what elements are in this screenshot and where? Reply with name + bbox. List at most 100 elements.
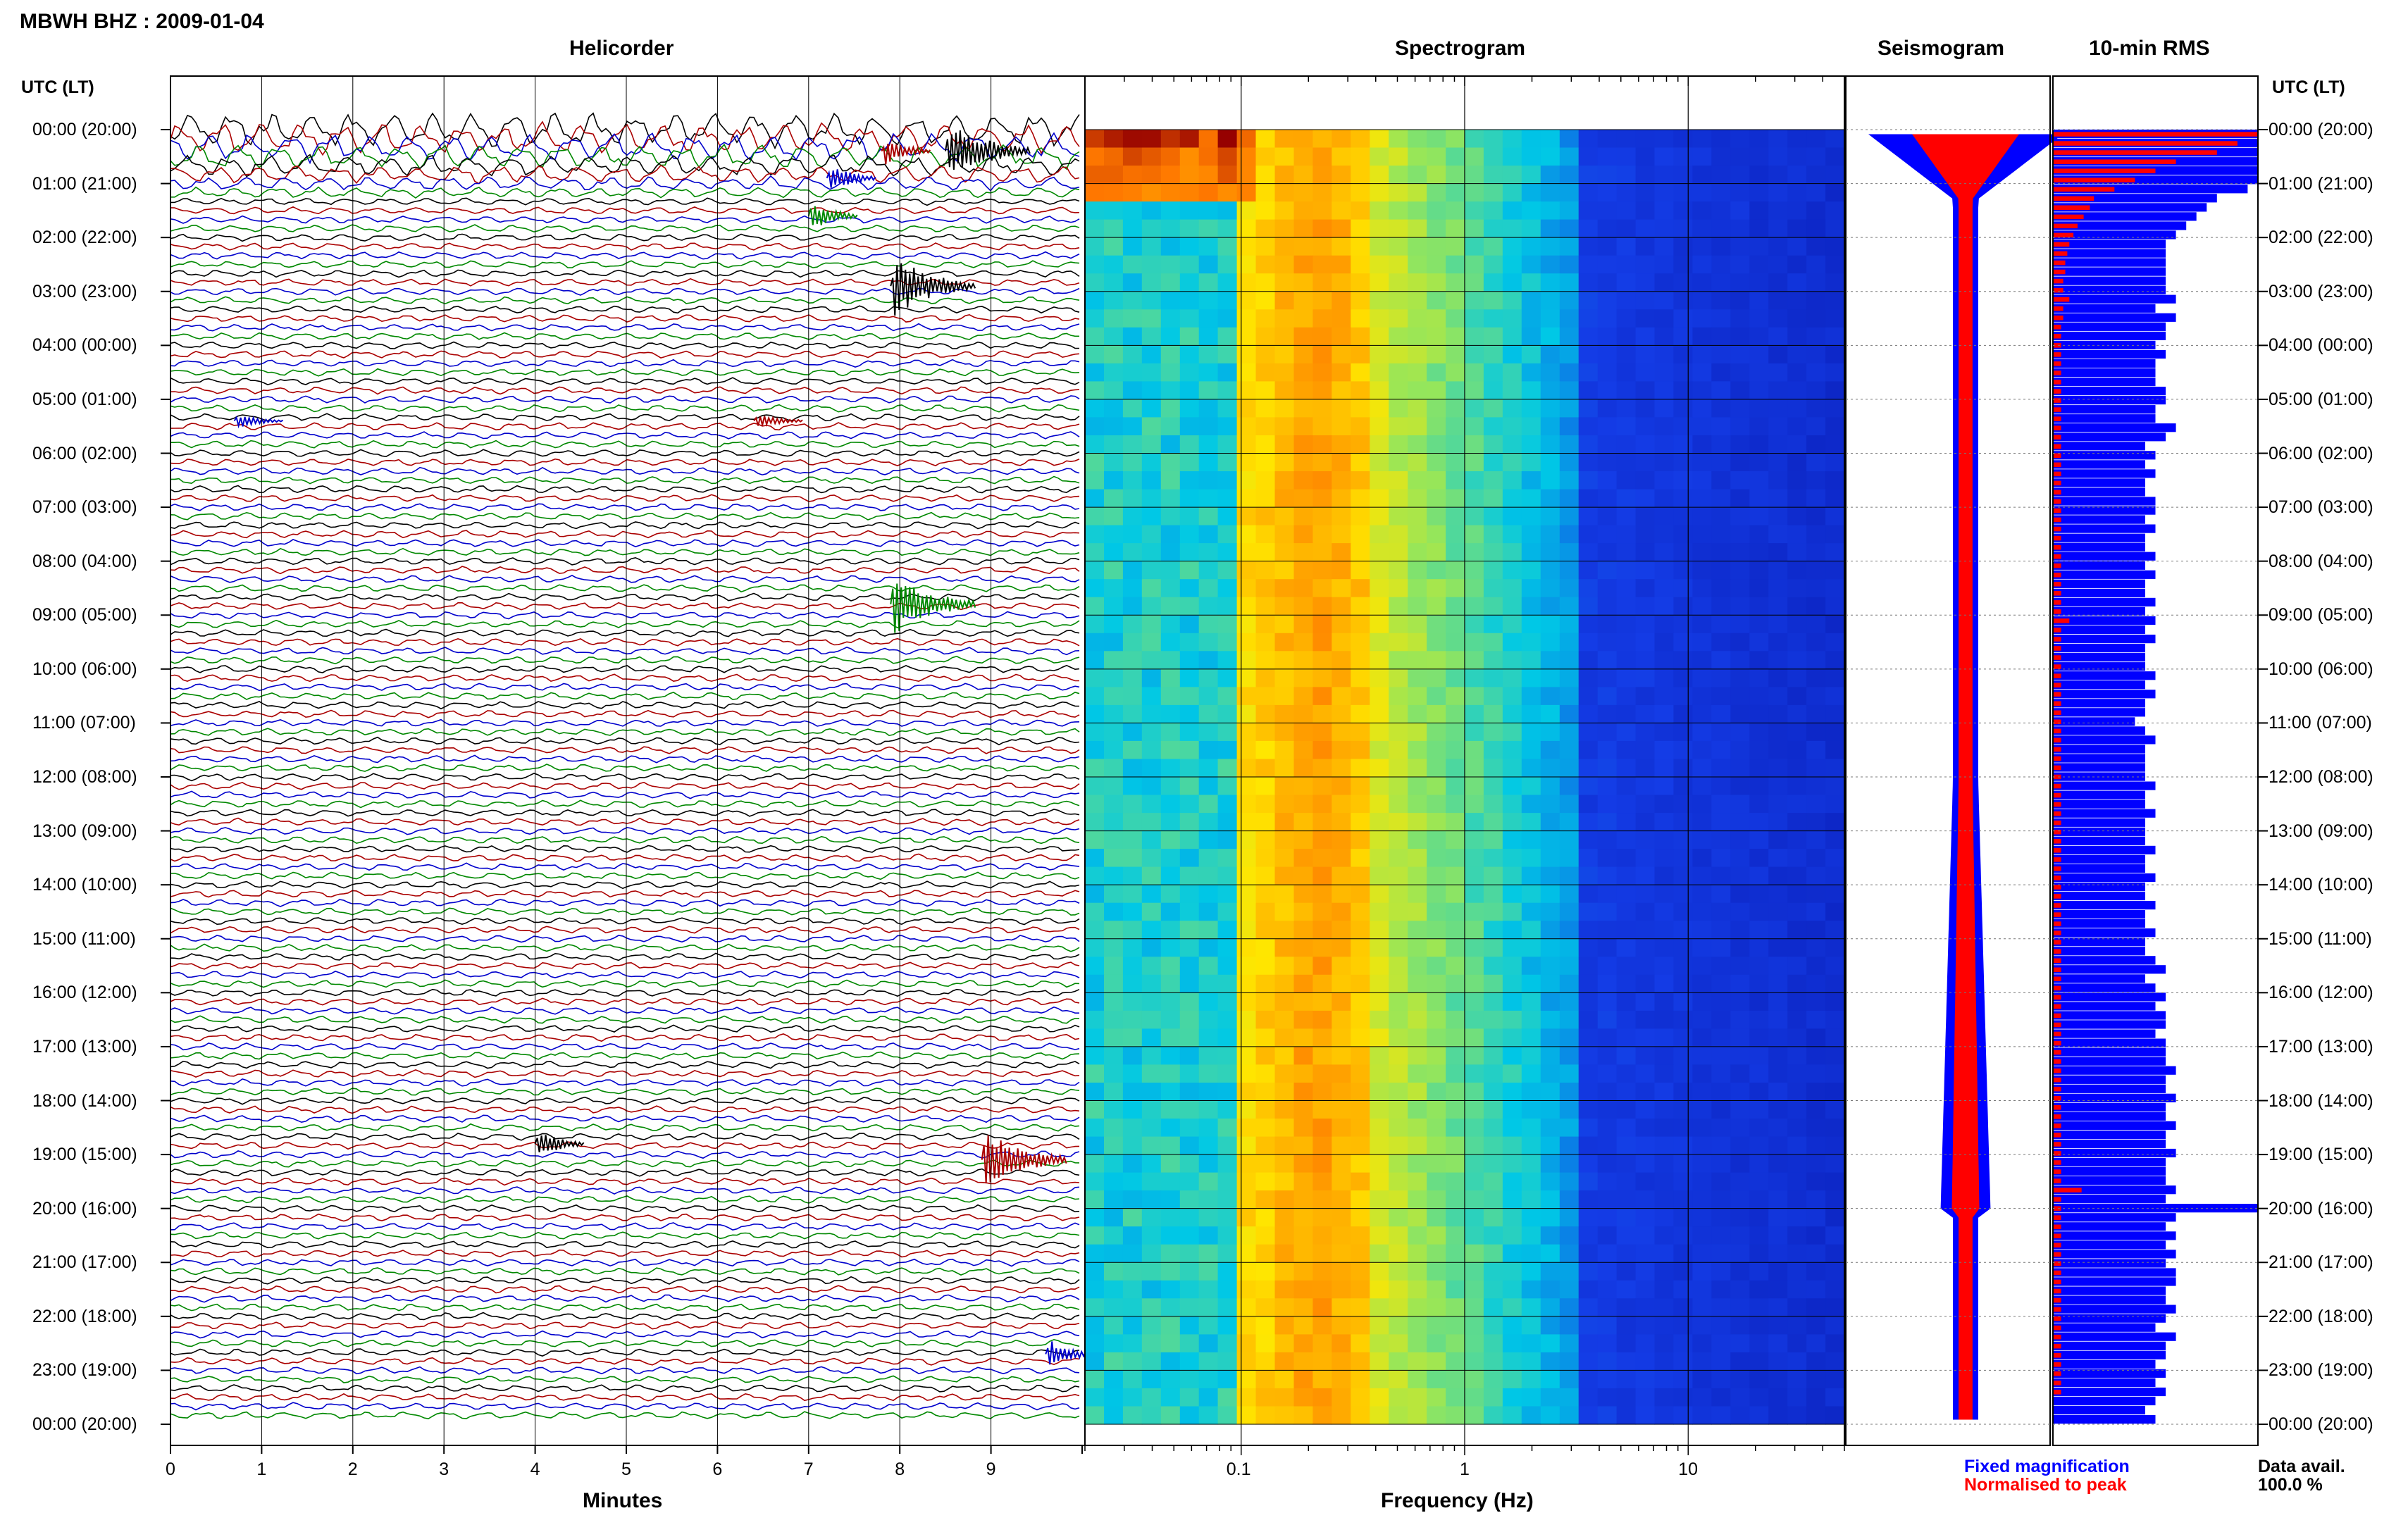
- spectrogram-cell: [1122, 1136, 1143, 1155]
- spectrogram-cell: [1198, 1154, 1219, 1173]
- spectrogram-cell: [1255, 543, 1276, 562]
- spectrogram-cell: [1673, 273, 1693, 292]
- left-time-label: 20:00 (16:00): [32, 1198, 137, 1219]
- rms-normalised-bar: [2053, 967, 2061, 972]
- spectrogram-cell: [1730, 704, 1750, 723]
- spectrogram-cell: [1521, 813, 1541, 832]
- spectrogram-cell: [1673, 327, 1693, 346]
- rms-fixed-bar: [2053, 956, 2156, 965]
- helicorder-trace: [170, 1294, 1080, 1303]
- spectrogram-cell: [1255, 1028, 1276, 1047]
- spectrogram-cell: [1483, 1190, 1503, 1209]
- spectrogram-cell: [1141, 615, 1162, 634]
- helicorder-trace: [170, 1087, 1080, 1096]
- spectrogram-cell: [1198, 1334, 1219, 1353]
- spectrogram-cell: [1654, 453, 1674, 472]
- spectrogram-cell: [1692, 759, 1712, 778]
- spectrogram-cell: [1521, 651, 1541, 670]
- left-time-label: 10:00 (06:00): [32, 659, 137, 679]
- helicorder-trace: [170, 1042, 1080, 1051]
- spectrogram-cell: [1312, 327, 1332, 346]
- spectrogram-cell: [1122, 885, 1143, 904]
- spectrogram-cell: [1578, 974, 1599, 993]
- spectrogram-cell: [1255, 201, 1276, 220]
- spectrogram-cell: [1825, 237, 1845, 256]
- spectrogram-cell: [1673, 1190, 1693, 1209]
- spectrogram-cell: [1104, 1298, 1124, 1317]
- spectrogram-cell: [1255, 1370, 1276, 1389]
- spectrogram-cell: [1408, 1352, 1427, 1371]
- spectrogram-cell: [1141, 974, 1162, 993]
- helicorder-trace: [170, 269, 1080, 278]
- spectrogram-cell: [1749, 543, 1769, 562]
- spectrogram-cell: [1085, 740, 1105, 759]
- spectrogram-cell: [1692, 453, 1712, 472]
- spectrogram-cell: [1597, 219, 1618, 238]
- spectrogram-cell: [1559, 327, 1580, 346]
- spectrogram-cell: [1540, 183, 1560, 202]
- spectrogram-cell: [1408, 237, 1427, 256]
- spectrogram-cell: [1085, 830, 1105, 849]
- spectrogram-cell: [1198, 597, 1219, 616]
- spectrogram-cell: [1749, 399, 1769, 418]
- rms-fixed-bar: [2053, 1167, 2166, 1176]
- spectrogram-cell: [1749, 723, 1769, 742]
- spectrogram-cell: [1483, 723, 1503, 742]
- spectrogram-cell: [1217, 291, 1238, 310]
- rms-fixed-bar: [2053, 212, 2197, 221]
- right-time-label: 08:00 (04:00): [2269, 551, 2373, 571]
- spectrogram-cell: [1540, 597, 1560, 616]
- spectrogram-cell: [1312, 1208, 1332, 1227]
- spectrogram-cell: [1730, 1352, 1750, 1371]
- rms-normalised-bar: [2053, 352, 2061, 357]
- spectrogram-cell: [1540, 237, 1560, 256]
- spectrogram-cell: [1806, 543, 1826, 562]
- spectrogram-cell: [1255, 327, 1276, 346]
- spectrogram-cell: [1787, 813, 1807, 832]
- rms-fixed-bar: [2053, 754, 2145, 763]
- spectrogram-cell: [1597, 651, 1618, 670]
- spectrogram-cell: [1293, 453, 1314, 472]
- spectrogram-cell: [1673, 633, 1693, 652]
- spectrogram-cell: [1312, 166, 1332, 185]
- spectrogram-cell: [1332, 381, 1351, 400]
- spectrogram-cell: [1179, 1352, 1200, 1371]
- spectrogram-cell: [1654, 1190, 1674, 1209]
- spectrogram-cell: [1673, 255, 1693, 274]
- rms-fixed-bar: [2053, 790, 2145, 799]
- spectrogram-cell: [1654, 1154, 1674, 1173]
- spectrogram-cell: [1408, 507, 1427, 526]
- spectrogram-cell: [1085, 1280, 1105, 1299]
- rms-normalised-bar: [2053, 1133, 2061, 1138]
- spectrogram-cell: [1274, 291, 1295, 310]
- spectrogram-cell: [1635, 183, 1656, 202]
- spectrogram-cell: [1597, 130, 1618, 149]
- spectrogram-cell: [1635, 1280, 1656, 1299]
- spectrogram-cell: [1141, 201, 1162, 220]
- spectrogram-cell: [1787, 1226, 1807, 1245]
- rms-normalised-bar: [2053, 1390, 2061, 1395]
- spectrogram-cell: [1160, 435, 1181, 454]
- spectrogram-cell: [1370, 381, 1389, 400]
- spectrogram-cell: [1711, 1083, 1731, 1102]
- spectrogram-cell: [1085, 489, 1105, 508]
- rms-fixed-bar: [2053, 864, 2145, 873]
- helicorder-trace: [170, 260, 1080, 268]
- spectrogram-cell: [1768, 363, 1788, 382]
- spectrogram-cell: [1312, 507, 1332, 526]
- spectrogram-cell: [1521, 453, 1541, 472]
- spectrogram-cell: [1351, 849, 1370, 868]
- spectrogram-cell: [1578, 1154, 1599, 1173]
- spectrogram-cell: [1749, 1244, 1769, 1263]
- spectrogram-cell: [1160, 1028, 1181, 1047]
- spectrogram-cell: [1141, 1262, 1162, 1281]
- spectrogram-cell: [1730, 1406, 1750, 1425]
- spectrogram-cell: [1540, 579, 1560, 598]
- spectrogram-cell: [1274, 795, 1295, 814]
- spectrogram-cell: [1806, 651, 1826, 670]
- spectrogram-cell: [1502, 327, 1522, 346]
- right-time-label: 00:00 (20:00): [2269, 1414, 2373, 1434]
- data-avail-value: 100.0 %: [2258, 1475, 2323, 1495]
- spectrogram-cell: [1179, 921, 1200, 940]
- spectrogram-cell: [1446, 1226, 1465, 1245]
